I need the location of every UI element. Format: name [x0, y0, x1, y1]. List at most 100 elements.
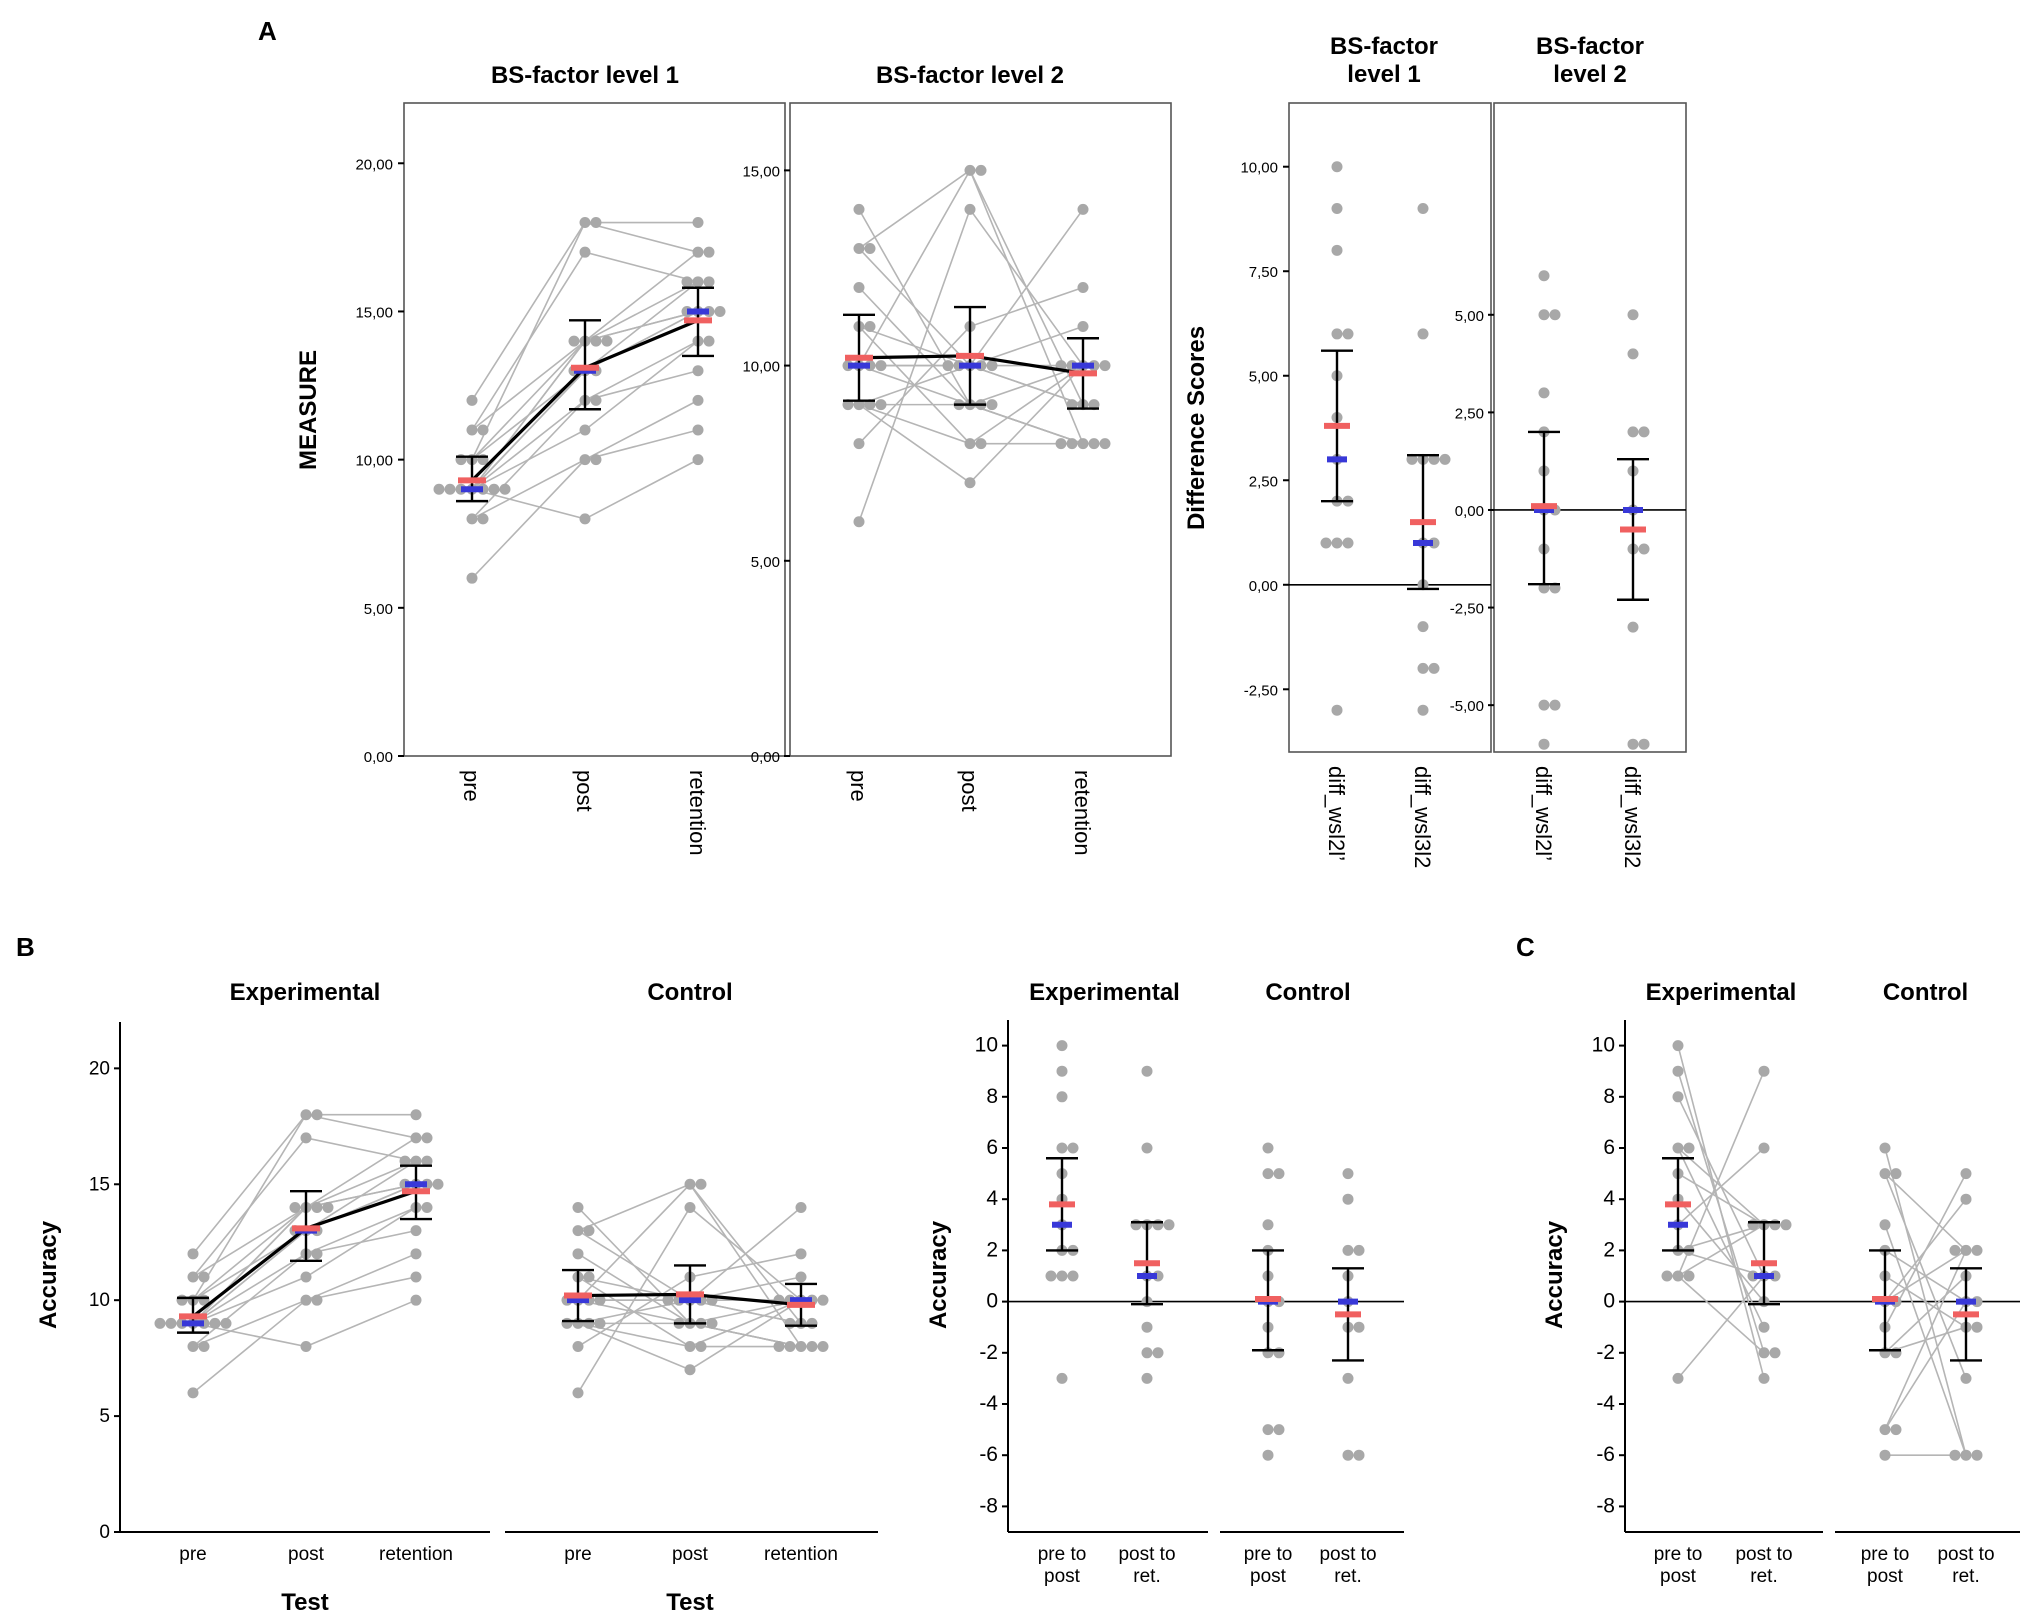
subject-point — [684, 1341, 696, 1353]
subject-point — [311, 1109, 323, 1121]
x-category-label-1: post to ret. — [1735, 1544, 1792, 1587]
subject-point — [572, 1201, 584, 1213]
diffC-ytick-2: -4 — [1596, 1392, 1615, 1415]
a3-ytick-5: 10,00 — [1240, 160, 1278, 177]
x-category-label-2: retention — [685, 770, 710, 856]
diff-point — [1056, 1372, 1068, 1384]
y-axis-label: Difference Scores — [1183, 326, 1210, 530]
subject-point — [499, 483, 511, 495]
subject-point — [942, 360, 954, 372]
chart-title-line-2: level 1 — [1347, 61, 1420, 88]
subject-point — [681, 276, 693, 288]
pair-line-12 — [1884, 1301, 1967, 1431]
diff-point — [1141, 1142, 1153, 1154]
diffC-ytick-8: 8 — [1603, 1085, 1615, 1108]
diff-point — [1406, 453, 1418, 465]
diff-point — [1960, 1449, 1972, 1461]
diff-point — [1672, 1040, 1684, 1052]
diff-point — [1638, 543, 1650, 555]
a4-ytick-0: -5,00 — [1450, 698, 1484, 715]
diff-point — [1627, 621, 1639, 633]
subject-point — [590, 454, 602, 466]
chart-a1: BS-factor level 1 0,00 5,00 10,00 15,00 20,00… — [295, 62, 786, 856]
x-category-label-1: post — [288, 1544, 325, 1565]
x-category-label-2: retention — [1070, 770, 1095, 856]
pair-line-2 — [1884, 1173, 1967, 1251]
subject-point — [875, 399, 887, 411]
subject-point — [421, 1201, 433, 1213]
subject-point — [986, 399, 998, 411]
subject-point — [220, 1317, 232, 1329]
subject-point — [583, 1317, 595, 1329]
diff-point — [1627, 309, 1639, 321]
group-title: Control — [1265, 979, 1350, 1006]
diff-point — [1758, 1065, 1770, 1077]
subject-point — [703, 276, 715, 288]
diff-point — [1353, 1449, 1365, 1461]
chart-b2: Control pre post retention Test — [505, 979, 878, 1616]
diff-point — [1342, 1372, 1354, 1384]
diff-point — [1879, 1168, 1891, 1180]
diff-point — [1960, 1193, 1972, 1205]
subject-point — [964, 438, 976, 450]
x-category-label-0: diff_wsl2l’ — [1324, 766, 1349, 861]
subject-point — [703, 246, 715, 258]
subject-point — [975, 164, 987, 176]
a2-ytick-0: 0,00 — [751, 749, 780, 766]
series-experimental: Experimental pre to post post to ret. — [1029, 979, 1180, 1587]
diffC-ytick-0: -8 — [1596, 1494, 1615, 1517]
a2-ytick-1: 5,00 — [751, 554, 780, 571]
b1-ytick-0: 0 — [99, 1522, 110, 1543]
diff-point — [1960, 1168, 1972, 1180]
subject-point — [289, 1201, 301, 1213]
subject-point — [795, 1271, 807, 1283]
subject-point — [579, 246, 591, 258]
pair-line-11 — [1884, 1250, 1967, 1430]
subject-point — [466, 424, 478, 436]
subject-point — [695, 1178, 707, 1190]
a2-ytick-2: 10,00 — [742, 359, 780, 376]
diff-point — [1971, 1244, 1983, 1256]
subject-point — [773, 1341, 785, 1353]
a1-ytick-2: 10,00 — [355, 453, 393, 470]
x-category-label-0: pre to post — [1861, 1544, 1910, 1587]
subject-point — [300, 1294, 312, 1306]
b1-ytick-1: 5 — [99, 1406, 110, 1427]
x-category-label-1: post to ret. — [1319, 1544, 1376, 1587]
chart-c: -8 -6 -4 -2 0 2 4 6 8 10 Accuracy Experimental pre t… — [1541, 979, 2020, 1587]
subject-point — [300, 1109, 312, 1121]
a1-ytick-1: 5,00 — [364, 601, 393, 618]
b1-ytick-2: 10 — [89, 1290, 110, 1311]
b1-ytick-3: 15 — [89, 1174, 110, 1195]
series-control: Control pre to post post to ret. — [1861, 979, 1995, 1587]
x-category-label-1: post — [672, 1544, 709, 1565]
diff-point — [1417, 662, 1429, 674]
subject-point — [594, 1294, 606, 1306]
subject-point — [1099, 360, 1111, 372]
diffB3-ytick-8: 8 — [986, 1085, 998, 1108]
series-experimental: Experimental pre to post post to ret. — [1646, 979, 1797, 1587]
subject-line-8 — [192, 1206, 417, 1325]
a2-ytick-3: 15,00 — [742, 163, 780, 180]
diff-point — [1273, 1347, 1285, 1359]
subject-point — [692, 217, 704, 229]
subject-point — [590, 335, 602, 347]
subject-point — [579, 513, 591, 525]
subject-point — [421, 1155, 433, 1167]
diff-point — [1141, 1065, 1153, 1077]
diff-point — [1353, 1244, 1365, 1256]
subject-point — [311, 1294, 323, 1306]
subject-point — [853, 242, 865, 254]
diff-point — [1163, 1219, 1175, 1231]
plot-frame — [1493, 102, 1687, 753]
subject-point — [410, 1109, 422, 1121]
diff-point — [1758, 1142, 1770, 1154]
subject-point — [410, 1294, 422, 1306]
diff-point — [1672, 1142, 1684, 1154]
x-category-label-1: post to ret. — [1937, 1544, 1994, 1587]
diff-point — [1262, 1219, 1274, 1231]
diff-point — [1747, 1219, 1759, 1231]
subject-line-9 — [192, 1276, 417, 1394]
pair-line-13 — [1677, 1275, 1765, 1379]
